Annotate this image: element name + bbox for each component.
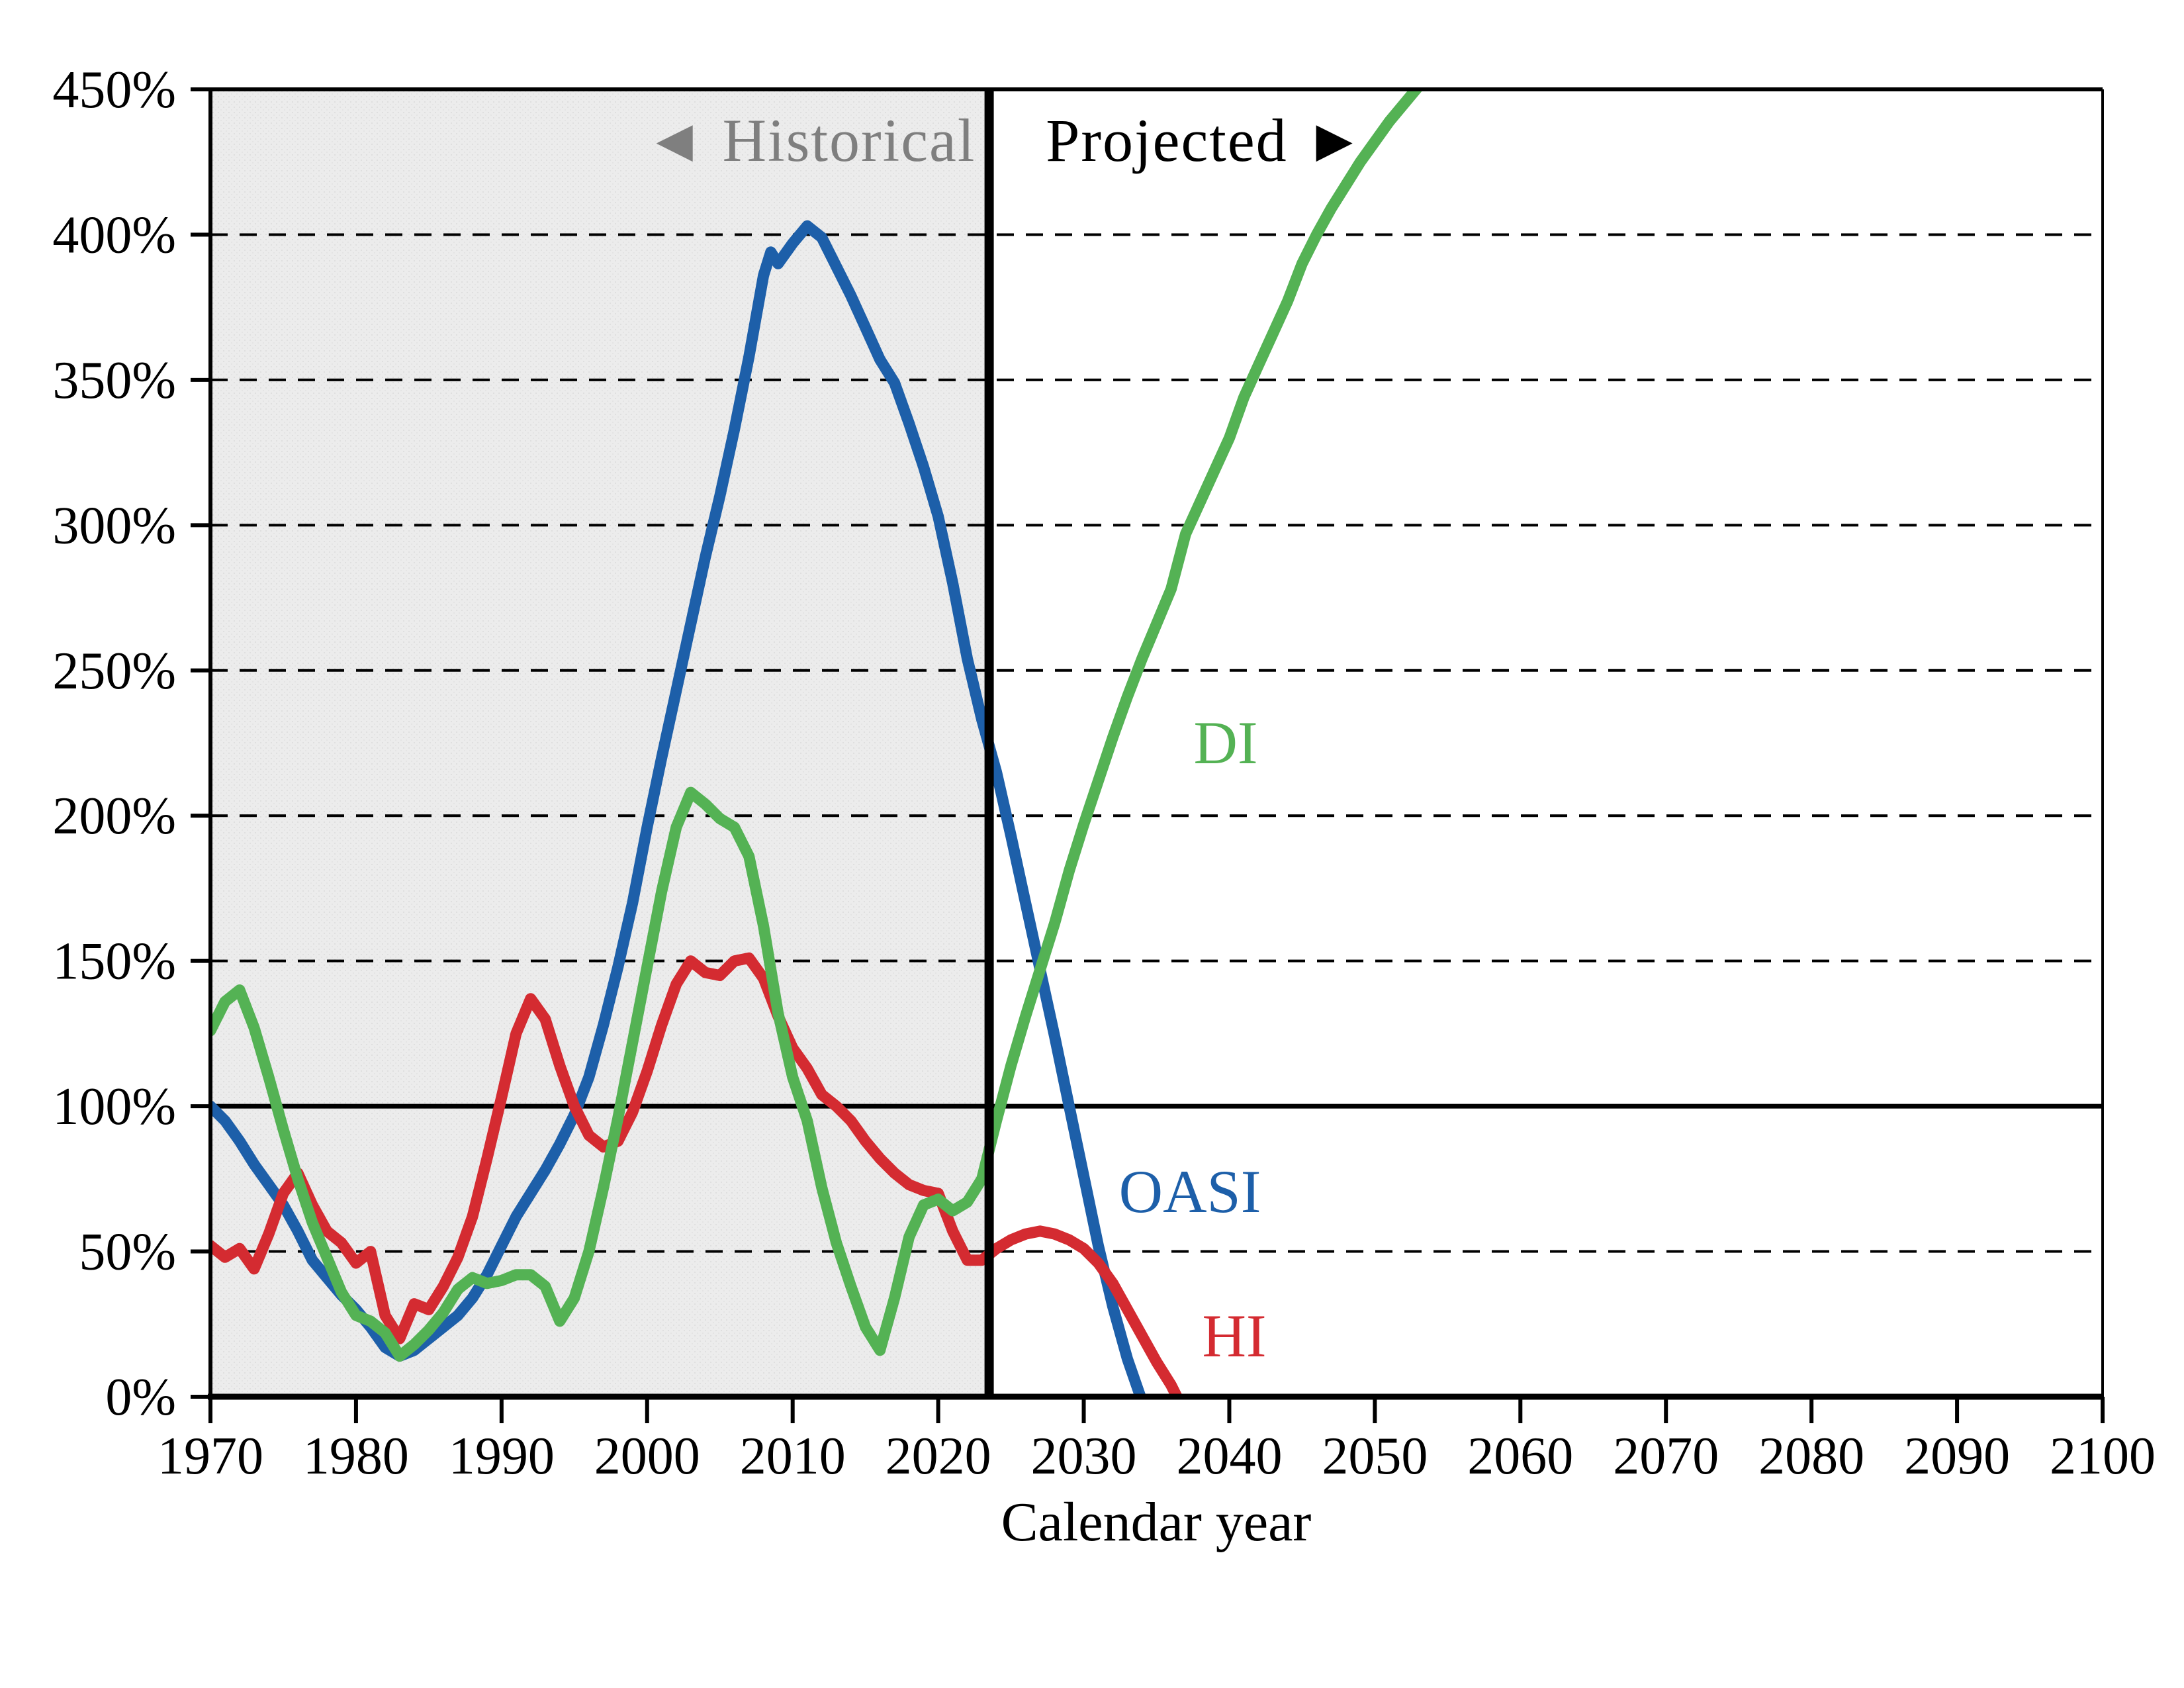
x-tick-label-2030: 2030: [1031, 1427, 1137, 1485]
y-tick-label-50: 50%: [79, 1223, 176, 1282]
x-tick-label-2090: 2090: [1904, 1427, 2010, 1485]
x-tick-label-1970: 1970: [158, 1427, 263, 1485]
y-tick-label-450: 450%: [52, 61, 176, 119]
x-tick-label-1980: 1980: [303, 1427, 409, 1485]
y-tick-label-250: 250%: [52, 642, 176, 700]
y-tick-label-350: 350%: [52, 352, 176, 410]
series-line-hi: [210, 952, 1183, 1397]
x-tick-label-2050: 2050: [1322, 1427, 1428, 1485]
x-tick-label-2000: 2000: [594, 1427, 700, 1485]
projected-region-label: Projected ►: [1046, 107, 1366, 174]
y-tick-label-150: 150%: [52, 933, 176, 991]
y-tick-label-100: 100%: [52, 1078, 176, 1136]
x-tick-label-2070: 2070: [1613, 1427, 1719, 1485]
x-tick-label-1990: 1990: [449, 1427, 555, 1485]
x-tick-label-2100: 2100: [2050, 1427, 2156, 1485]
x-tick-label-2010: 2010: [740, 1427, 846, 1485]
y-tick-label-300: 300%: [52, 496, 176, 555]
historical-region-label: ◄ Historical: [644, 107, 976, 174]
y-tick-label-0: 0%: [105, 1368, 176, 1427]
y-tick-label-200: 200%: [52, 787, 176, 845]
series-label-hi: HI: [1202, 1302, 1267, 1370]
x-tick-label-2060: 2060: [1467, 1427, 1573, 1485]
x-tick-label-2020: 2020: [886, 1427, 991, 1485]
y-tick-label-400: 400%: [52, 206, 176, 264]
series-line-di: [210, 89, 1424, 1362]
series-label-oasi: OASI: [1118, 1158, 1261, 1225]
x-axis-title: Calendar year: [1001, 1491, 1312, 1553]
x-tick-label-2040: 2040: [1176, 1427, 1282, 1485]
series-label-di: DI: [1193, 709, 1258, 776]
x-tick-label-2080: 2080: [1758, 1427, 1864, 1485]
